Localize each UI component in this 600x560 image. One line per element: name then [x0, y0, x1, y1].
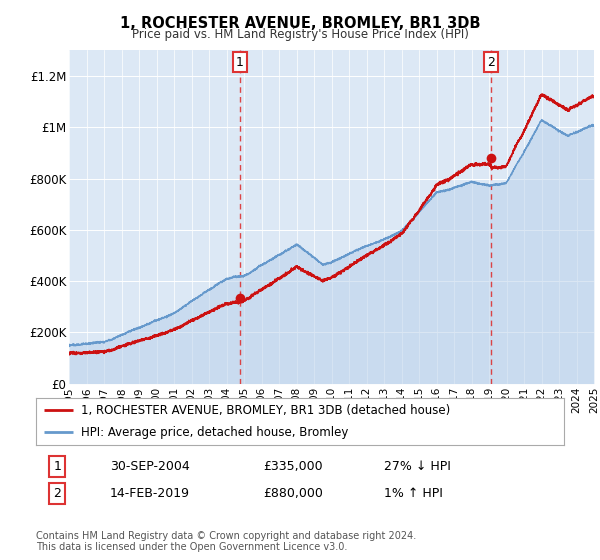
Text: 1: 1 — [236, 55, 244, 68]
Text: 2: 2 — [487, 55, 495, 68]
Text: 1: 1 — [53, 460, 61, 473]
Text: Price paid vs. HM Land Registry's House Price Index (HPI): Price paid vs. HM Land Registry's House … — [131, 28, 469, 41]
Text: 2: 2 — [53, 487, 61, 500]
Text: Contains HM Land Registry data © Crown copyright and database right 2024.
This d: Contains HM Land Registry data © Crown c… — [36, 531, 416, 553]
Text: 14-FEB-2019: 14-FEB-2019 — [110, 487, 190, 500]
Text: 1, ROCHESTER AVENUE, BROMLEY, BR1 3DB: 1, ROCHESTER AVENUE, BROMLEY, BR1 3DB — [120, 16, 480, 31]
Text: 1, ROCHESTER AVENUE, BROMLEY, BR1 3DB (detached house): 1, ROCHESTER AVENUE, BROMLEY, BR1 3DB (d… — [81, 404, 450, 417]
Text: HPI: Average price, detached house, Bromley: HPI: Average price, detached house, Brom… — [81, 426, 348, 439]
Text: £880,000: £880,000 — [263, 487, 323, 500]
Text: 27% ↓ HPI: 27% ↓ HPI — [385, 460, 451, 473]
Text: 1% ↑ HPI: 1% ↑ HPI — [385, 487, 443, 500]
Text: £335,000: £335,000 — [263, 460, 323, 473]
Text: 30-SEP-2004: 30-SEP-2004 — [110, 460, 190, 473]
